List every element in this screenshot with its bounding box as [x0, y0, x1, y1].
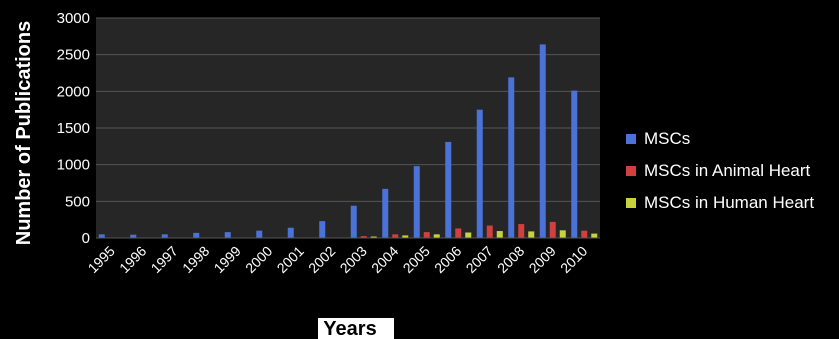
bar-mscs-2009 — [539, 44, 546, 239]
y-tick-label: 1500 — [57, 120, 90, 137]
x-tick-label: 2005 — [400, 243, 433, 276]
x-tick-label: 2002 — [305, 243, 338, 276]
legend-label: MSCs — [644, 129, 690, 148]
x-tick-label: 2004 — [368, 243, 401, 276]
bar-mscs-2003 — [350, 205, 357, 238]
bar-mscs-in-human-heart-2003 — [370, 236, 377, 238]
y-tick-label: 1000 — [57, 157, 90, 174]
bar-mscs-in-human-heart-2006 — [465, 232, 472, 238]
bar-mscs-in-human-heart-2009 — [559, 230, 566, 238]
bar-mscs-2005 — [413, 166, 420, 238]
bar-mscs-in-animal-heart-2008 — [518, 224, 525, 238]
bar-mscs-in-human-heart-2004 — [402, 235, 409, 238]
x-axis-title-box — [318, 318, 394, 339]
y-tick-label: 3000 — [57, 10, 90, 27]
y-axis-ticks: 0 500 1000 1500 2000 2500 3000 — [57, 10, 90, 247]
bar-mscs-in-human-heart-2007 — [496, 231, 503, 238]
x-axis-ticks: 1995199619971998199920002001200220032004… — [85, 243, 591, 276]
bar-mscs-1998 — [193, 232, 200, 238]
bar-mscs-in-human-heart-2010 — [591, 233, 598, 238]
bar-mscs-in-animal-heart-2003 — [360, 236, 367, 238]
x-tick-label: 2003 — [337, 243, 370, 276]
y-axis-title: Number of Publications — [13, 21, 35, 245]
bar-mscs-in-animal-heart-2009 — [549, 221, 556, 238]
bars — [98, 44, 598, 239]
y-tick-label: 2500 — [57, 47, 90, 64]
x-tick-label: 2009 — [526, 243, 559, 276]
bar-mscs-2007 — [476, 109, 483, 239]
bar-mscs-in-animal-heart-2005 — [423, 232, 430, 238]
bar-mscs-in-animal-heart-2007 — [486, 225, 493, 238]
legend-swatch — [626, 166, 636, 176]
legend-swatch — [626, 198, 636, 208]
y-tick-label: 500 — [65, 193, 90, 210]
x-tick-label: 1995 — [85, 243, 118, 276]
x-tick-label: 2006 — [431, 243, 464, 276]
legend-swatch — [626, 134, 636, 144]
x-tick-label: 1996 — [116, 243, 149, 276]
x-tick-label: 2008 — [494, 243, 527, 276]
gridlines — [96, 17, 600, 202]
bar-mscs-in-human-heart-2005 — [433, 234, 440, 238]
x-tick-label: 2001 — [274, 243, 307, 276]
bar-mscs-2004 — [382, 188, 389, 238]
bar-mscs-2001 — [287, 227, 294, 238]
legend-label: MSCs in Animal Heart — [644, 161, 811, 180]
x-tick-label: 1997 — [148, 243, 181, 276]
legend-label: MSCs in Human Heart — [644, 193, 814, 212]
bar-mscs-1996 — [130, 234, 137, 238]
x-tick-label: 2007 — [463, 243, 496, 276]
bar-mscs-in-human-heart-2008 — [528, 231, 535, 238]
x-axis-title: Years — [323, 318, 376, 339]
legend: MSCs MSCs in Animal Heart MSCs in Human He… — [626, 129, 814, 212]
bar-mscs-in-animal-heart-2010 — [581, 230, 588, 238]
bar-mscs-2006 — [445, 141, 452, 238]
y-tick-label: 0 — [82, 230, 90, 247]
bar-mscs-2008 — [508, 77, 515, 239]
y-tick-label: 2000 — [57, 83, 90, 100]
bar-mscs-1995 — [98, 234, 105, 238]
x-tick-label: 1999 — [211, 243, 244, 276]
x-tick-label: 1998 — [179, 243, 212, 276]
bar-mscs-in-animal-heart-2004 — [392, 234, 399, 238]
bar-mscs-in-animal-heart-2006 — [455, 228, 462, 238]
bar-mscs-2000 — [256, 230, 263, 238]
bar-mscs-1999 — [224, 232, 231, 238]
bar-mscs-2010 — [571, 90, 578, 238]
bar-mscs-1997 — [161, 234, 168, 238]
x-tick-label: 2010 — [557, 243, 590, 276]
bar-mscs-2002 — [319, 221, 326, 238]
x-tick-label: 2000 — [242, 243, 275, 276]
